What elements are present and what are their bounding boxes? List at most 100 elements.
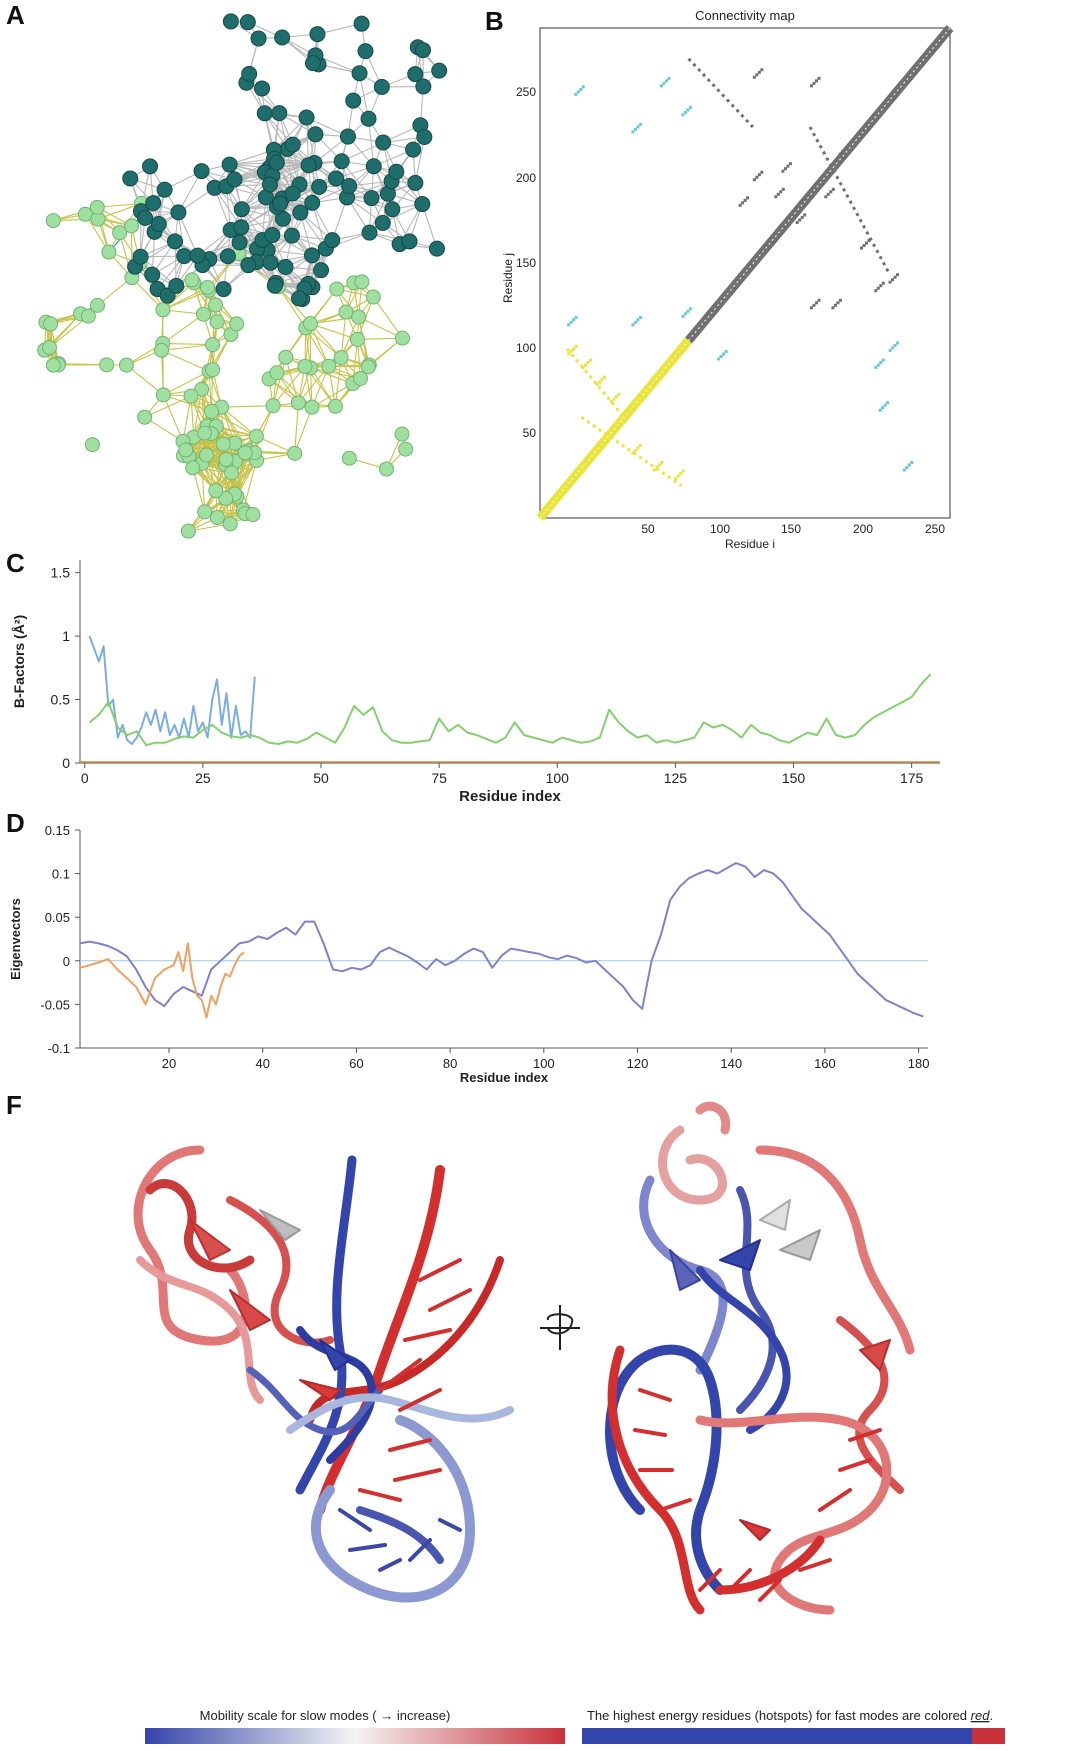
map-ytick-200: 200 bbox=[516, 171, 536, 185]
map-contact-cell bbox=[779, 190, 783, 194]
network-node bbox=[351, 65, 368, 82]
map-contact-cell bbox=[633, 320, 637, 324]
network-node bbox=[248, 428, 264, 444]
network-node bbox=[414, 196, 431, 213]
map-contact-cell bbox=[681, 469, 685, 473]
residue-network-graph bbox=[37, 13, 448, 539]
network-edge bbox=[161, 349, 210, 372]
network-node bbox=[205, 362, 221, 378]
d-series-line-1 bbox=[79, 942, 245, 1019]
map-contact-cell bbox=[633, 127, 637, 131]
map-contact-cell bbox=[788, 162, 792, 166]
map-contact-cell bbox=[831, 187, 835, 191]
network-node bbox=[339, 128, 356, 145]
map-contact-cell bbox=[838, 298, 842, 302]
map-contact-cell bbox=[615, 395, 618, 399]
map-contact-cell bbox=[883, 403, 887, 407]
map-contact-cell bbox=[879, 284, 883, 288]
map-contact-cell bbox=[598, 380, 602, 384]
map-contact-cell bbox=[798, 218, 802, 222]
map-contact-cell bbox=[569, 320, 573, 324]
bfactor-ylabel: B-Factors (Å²) bbox=[11, 615, 27, 708]
network-node bbox=[307, 126, 324, 143]
network-node bbox=[360, 110, 377, 127]
map-contact-cell bbox=[910, 460, 914, 464]
network-node bbox=[428, 240, 445, 257]
map-contact-cell bbox=[724, 350, 728, 354]
network-edge bbox=[276, 372, 313, 408]
network-node bbox=[176, 248, 193, 265]
eigenvector-axes: 20 40 60 80 100 120 140 160 180 -0.1 -0.05 0 0.05 0.1… bbox=[40, 823, 929, 1071]
c-xtick-label: 150 bbox=[782, 770, 806, 786]
map-contact-cell bbox=[657, 463, 661, 467]
network-node bbox=[353, 15, 370, 32]
network-node bbox=[241, 65, 258, 82]
network-node bbox=[142, 158, 159, 175]
map-contact-cell bbox=[688, 307, 692, 311]
eigenvector-ylabel: Eigenvectors bbox=[8, 898, 23, 980]
network-node bbox=[304, 55, 321, 72]
network-node bbox=[254, 80, 271, 97]
network-node bbox=[194, 381, 210, 397]
network-edge bbox=[162, 286, 208, 311]
c-series-line-0 bbox=[88, 635, 256, 745]
map-contact-cell bbox=[612, 397, 616, 401]
network-node bbox=[297, 358, 313, 374]
map-contact-cell bbox=[662, 81, 666, 85]
map-contact-cell bbox=[617, 392, 621, 396]
map-contact-cell bbox=[902, 468, 906, 472]
map-contact-cell bbox=[674, 477, 678, 481]
map-contact-cell bbox=[760, 68, 764, 72]
map-contact-cell bbox=[862, 244, 866, 248]
map-contact-cell bbox=[581, 366, 585, 370]
network-node bbox=[250, 30, 267, 47]
network-node bbox=[123, 218, 139, 234]
d-ytick-label: -0.1 bbox=[48, 1041, 70, 1056]
network-node bbox=[431, 62, 448, 79]
map-xtick-100: 100 bbox=[710, 522, 730, 536]
c-xtick-label: 0 bbox=[81, 770, 89, 786]
network-node bbox=[41, 340, 57, 356]
map-contact-cell bbox=[755, 175, 759, 179]
map-contact-cell bbox=[717, 357, 721, 361]
map-contact-cell bbox=[876, 286, 880, 290]
map-contact-cell bbox=[815, 301, 818, 305]
map-contact-cell bbox=[574, 315, 578, 319]
map-diagonal-hatch bbox=[539, 340, 689, 519]
network-edge bbox=[221, 406, 250, 452]
map-contact-cell bbox=[743, 198, 747, 202]
network-edge bbox=[294, 406, 313, 454]
network-node bbox=[321, 358, 337, 374]
map-contact-cell bbox=[660, 460, 664, 464]
map-contact-cell bbox=[879, 361, 883, 365]
network-node bbox=[80, 308, 96, 324]
network-edge bbox=[163, 394, 212, 413]
network-node bbox=[215, 436, 231, 452]
map-contact-cell bbox=[752, 75, 756, 79]
map-contact-cell bbox=[569, 349, 573, 353]
network-node bbox=[415, 78, 432, 95]
network-edge bbox=[163, 370, 210, 396]
map-ytick-50: 50 bbox=[523, 426, 537, 440]
network-node bbox=[324, 232, 341, 249]
network-edge bbox=[310, 323, 342, 358]
network-edge bbox=[97, 202, 142, 220]
connectivity-map: Connectivity map 50 100 150 200 250 Resi… bbox=[501, 8, 954, 551]
map-contact-cell bbox=[746, 196, 750, 200]
map-contact-cell bbox=[636, 125, 640, 129]
network-node bbox=[198, 447, 214, 463]
network-node bbox=[222, 516, 238, 532]
map-contact-cell bbox=[665, 79, 668, 83]
network-node bbox=[261, 176, 278, 193]
network-edge bbox=[201, 463, 206, 512]
map-contact-cell bbox=[681, 113, 685, 117]
map-xtick-150: 150 bbox=[781, 522, 801, 536]
hotspot-legend-label: The highest energy residues (hotspots) f… bbox=[587, 1708, 993, 1723]
map-contact-cell bbox=[638, 443, 642, 447]
map-contact-cell bbox=[681, 314, 685, 318]
network-node bbox=[407, 174, 424, 191]
network-node bbox=[351, 309, 367, 325]
map-contact-cell bbox=[572, 318, 576, 322]
d-xtick-label: 100 bbox=[533, 1056, 555, 1071]
network-node bbox=[328, 170, 345, 187]
